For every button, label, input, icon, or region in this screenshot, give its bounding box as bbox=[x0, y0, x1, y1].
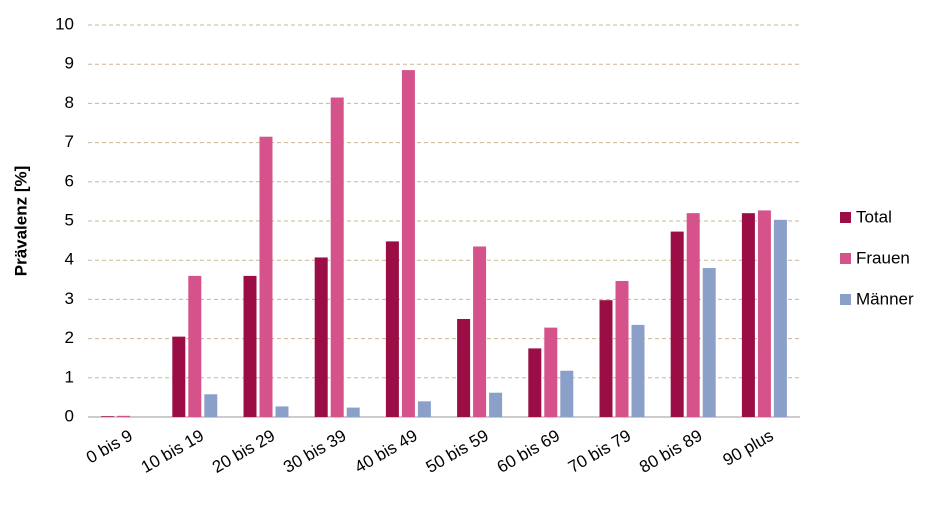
x-tick-label: 50 bis 59 bbox=[423, 426, 492, 477]
bar bbox=[757, 210, 771, 417]
bar bbox=[528, 348, 542, 417]
y-tick-label: 8 bbox=[65, 93, 74, 112]
y-tick-label: 4 bbox=[65, 250, 74, 269]
y-tick-label: 7 bbox=[65, 132, 74, 151]
y-tick-label: 10 bbox=[55, 14, 74, 33]
bar bbox=[417, 401, 431, 417]
bar bbox=[741, 213, 755, 417]
bar bbox=[101, 416, 115, 417]
bar bbox=[773, 219, 787, 417]
bar bbox=[401, 70, 415, 417]
legend-swatch bbox=[840, 294, 851, 305]
bar bbox=[489, 392, 503, 417]
bar bbox=[457, 319, 471, 417]
y-tick-label: 1 bbox=[65, 367, 74, 386]
bar bbox=[473, 246, 487, 417]
legend-label: Frauen bbox=[856, 248, 910, 267]
y-tick-label: 0 bbox=[65, 406, 74, 425]
x-tick-label: 10 bis 19 bbox=[138, 426, 207, 477]
y-tick-label: 2 bbox=[65, 328, 74, 347]
y-tick-label: 5 bbox=[65, 210, 74, 229]
bar bbox=[204, 394, 218, 417]
bar bbox=[243, 275, 257, 417]
legend-swatch bbox=[840, 212, 851, 223]
bar bbox=[314, 257, 328, 417]
bar bbox=[330, 97, 344, 418]
bar bbox=[117, 415, 131, 417]
bar bbox=[560, 370, 574, 417]
y-axis-label: Prävalenz [%] bbox=[11, 166, 30, 277]
bar bbox=[670, 231, 684, 417]
y-tick-label: 9 bbox=[65, 54, 74, 73]
bar bbox=[385, 241, 399, 417]
x-tick-label: 40 bis 49 bbox=[351, 426, 420, 477]
bar bbox=[172, 336, 186, 417]
x-tick-label: 30 bis 39 bbox=[280, 426, 349, 477]
y-tick-label: 3 bbox=[65, 289, 74, 308]
bar bbox=[599, 300, 613, 417]
legend-label: Total bbox=[856, 207, 892, 226]
bar bbox=[544, 327, 558, 417]
x-tick-label: 0 bis 9 bbox=[83, 426, 136, 468]
x-tick-label: 60 bis 69 bbox=[494, 426, 563, 477]
bar bbox=[615, 280, 629, 417]
bar bbox=[686, 213, 700, 417]
legend-swatch bbox=[840, 253, 851, 264]
x-tick-label: 20 bis 29 bbox=[209, 426, 278, 477]
bar bbox=[702, 268, 716, 417]
bar bbox=[188, 275, 202, 417]
x-tick-label: 70 bis 79 bbox=[565, 426, 634, 477]
legend-label: Männer bbox=[856, 289, 914, 308]
x-tick-label: 90 plus bbox=[720, 426, 777, 470]
y-tick-label: 6 bbox=[65, 171, 74, 190]
bar bbox=[275, 406, 289, 417]
bar bbox=[346, 407, 360, 417]
bar bbox=[259, 136, 273, 417]
x-tick-label: 80 bis 89 bbox=[636, 426, 705, 477]
bar bbox=[631, 324, 645, 417]
